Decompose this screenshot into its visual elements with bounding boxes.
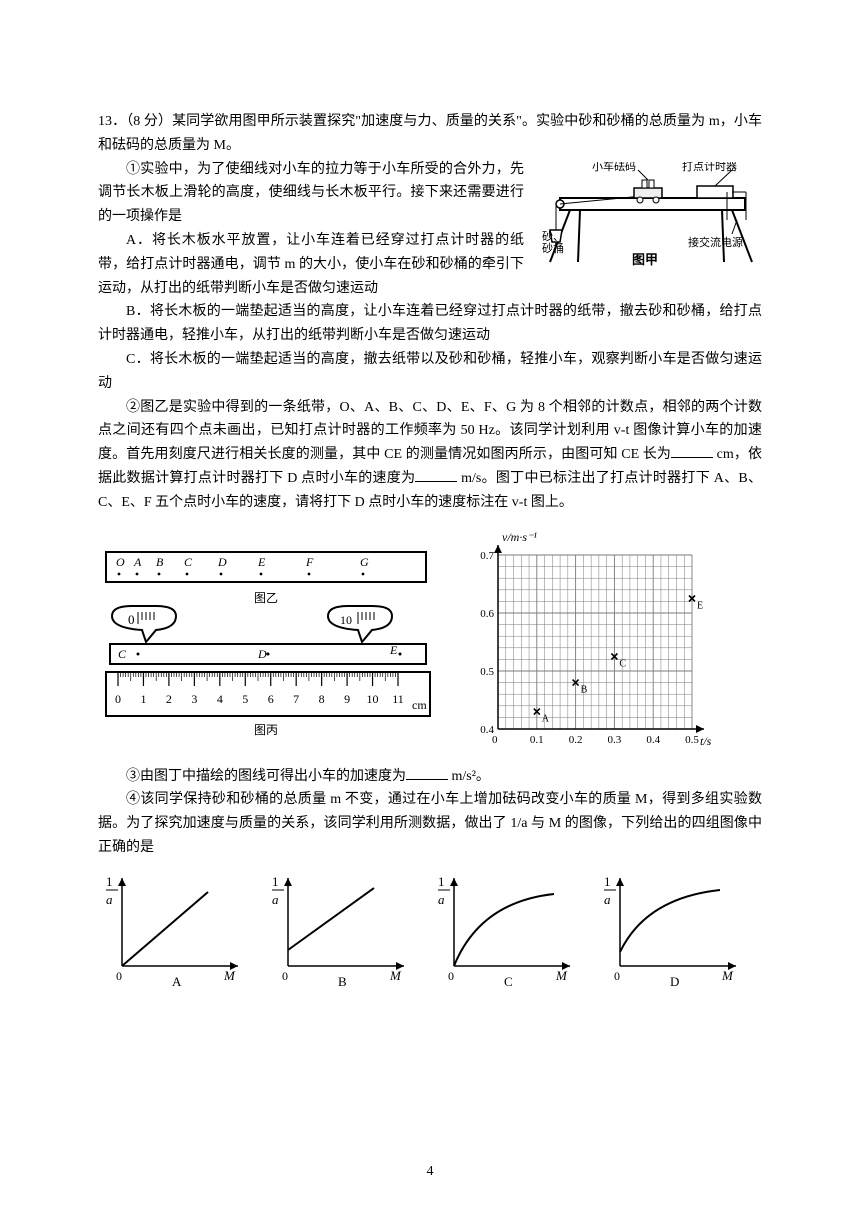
svg-text:C: C (184, 555, 193, 569)
svg-text:1: 1 (106, 874, 113, 889)
svg-text:D: D (670, 974, 679, 988)
svg-text:D: D (257, 647, 267, 661)
svg-text:0: 0 (282, 969, 288, 983)
svg-text:M: M (389, 968, 402, 983)
svg-text:8: 8 (319, 692, 325, 706)
svg-text:M: M (223, 968, 236, 983)
svg-text:0.2: 0.2 (569, 734, 583, 746)
sand-label-2: 砂桶 (542, 241, 564, 255)
svg-text:9: 9 (344, 692, 350, 706)
svg-text:B: B (581, 684, 588, 695)
svg-text:4: 4 (217, 692, 223, 706)
opt-graph-d: 1 a 0 M D (596, 868, 746, 988)
svg-text:1: 1 (272, 874, 279, 889)
svg-text:D: D (217, 555, 227, 569)
svg-text:0: 0 (115, 692, 121, 706)
bubble-right-val: 10 (340, 613, 352, 627)
page-number: 4 (0, 1160, 860, 1184)
label-timer: 打点计时器 (682, 162, 737, 173)
svg-text:C: C (619, 658, 626, 669)
svg-text:B: B (338, 974, 347, 988)
svg-text:5: 5 (242, 692, 248, 706)
svg-text:10: 10 (367, 692, 379, 706)
svg-text:C: C (504, 974, 513, 988)
svg-text:E: E (389, 643, 398, 657)
figure-ding: v/m·s⁻¹ 0.10.20.30.40.5 0.40.50.60.7 t/s… (454, 529, 714, 759)
svg-text:0: 0 (448, 969, 454, 983)
option-c: C．将长木板的一端垫起适当的高度，撤去纸带以及砂和砂桶，轻推小车，观察判断小车是… (98, 348, 762, 396)
opt-graph-c: 1 a 0 M C (430, 868, 580, 988)
svg-text:0.1: 0.1 (530, 734, 544, 746)
svg-text:0: 0 (116, 969, 122, 983)
svg-text:A: A (172, 974, 182, 988)
svg-text:2: 2 (166, 692, 172, 706)
svg-text:0.5: 0.5 (685, 734, 699, 746)
svg-text:G: G (360, 555, 369, 569)
svg-text:A: A (133, 555, 142, 569)
svg-text:0.3: 0.3 (608, 734, 622, 746)
svg-text:M: M (721, 968, 734, 983)
svg-text:1: 1 (140, 692, 146, 706)
svg-text:0.5: 0.5 (480, 666, 494, 678)
svg-text:0.4: 0.4 (646, 734, 660, 746)
caption-yi: 图乙 (254, 591, 278, 605)
svg-text:a: a (604, 892, 611, 907)
svg-text:F: F (305, 555, 314, 569)
x-axis-label: t/s (700, 734, 712, 748)
svg-text:C: C (118, 647, 127, 661)
svg-text:0.6: 0.6 (480, 608, 494, 620)
q3-text: ③由图丁中描绘的图线可得出小车的加速度为 m/s²。 (98, 765, 762, 789)
svg-text:E: E (257, 555, 266, 569)
figure-yi-bing: OABCDEFG 图乙 0 10 C D (98, 546, 438, 741)
label-cart: 小车砝码 (592, 162, 636, 173)
svg-text:a: a (272, 892, 279, 907)
svg-text:1: 1 (604, 874, 611, 889)
svg-text:0: 0 (614, 969, 620, 983)
svg-text:1: 1 (438, 874, 445, 889)
svg-text:a: a (438, 892, 445, 907)
svg-text:0.7: 0.7 (480, 550, 494, 562)
svg-text:a: a (106, 892, 113, 907)
sand-label-1: 砂、 (542, 230, 564, 243)
svg-text:M: M (555, 968, 568, 983)
svg-text:3: 3 (191, 692, 197, 706)
y-axis-label: v/m·s⁻¹ (502, 530, 537, 544)
opt-graph-b: 1 a 0 M B (264, 868, 414, 988)
opt-graph-a: 1 a 0 M A (98, 868, 248, 988)
svg-text:A: A (542, 713, 550, 724)
option-b: B．将长木板的一端垫起适当的高度，让小车连着已经穿过打点计时器的纸带，撤去砂和砂… (98, 300, 762, 348)
q2-text: ②图乙是实验中得到的一条纸带，O、A、B、C、D、E、F、G 为 8 个相邻的计… (98, 396, 762, 515)
caption-jia: 图甲 (632, 252, 658, 267)
ruler-unit: cm (412, 698, 427, 712)
label-power: 接交流电源 (688, 235, 743, 249)
svg-text:O: O (116, 555, 125, 569)
bubble-left-val: 0 (128, 612, 135, 627)
caption-bi: 图丙 (254, 723, 278, 737)
svg-text:7: 7 (293, 692, 299, 706)
q-intro: 13．（8 分）某同学欲用图甲所示装置探究"加速度与力、质量的关系"。实验中砂和… (98, 110, 762, 158)
svg-text:6: 6 (268, 692, 274, 706)
q4-text: ④该同学保持砂和砂桶的总质量 m 不变，通过在小车上增加砝码改变小车的质量 M，… (98, 788, 762, 859)
svg-text:E: E (697, 600, 703, 611)
option-graphs: 1 a 0 M A 1 a 0 M B 1 a 0 M C 1 a 0 M (98, 868, 762, 988)
svg-text:11: 11 (392, 692, 404, 706)
figure-jia: 小车砝码 打点计时器 接交流电源 砂、 砂桶 图甲 (532, 162, 762, 272)
svg-text:0: 0 (492, 734, 498, 746)
svg-text:B: B (156, 555, 164, 569)
